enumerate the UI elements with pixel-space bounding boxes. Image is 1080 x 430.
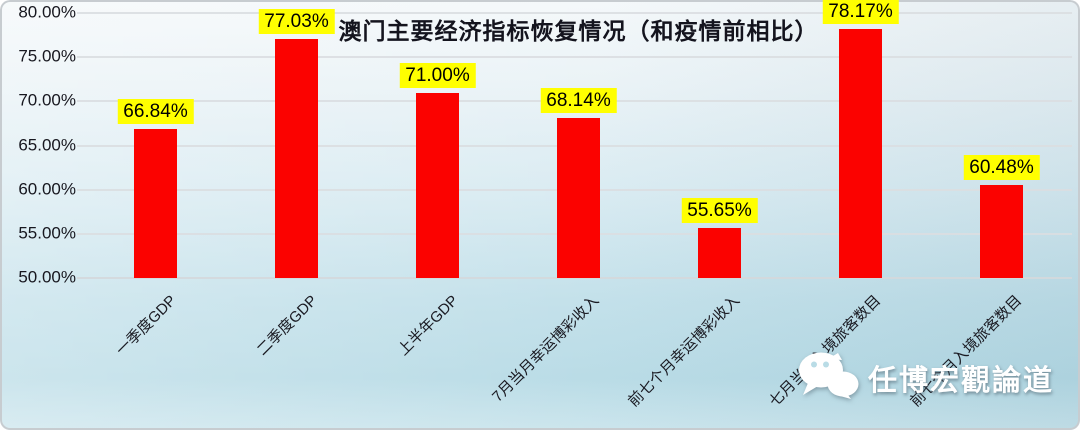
x-tick-label-text: 上半年GDP xyxy=(394,292,462,359)
gridline xyxy=(77,56,1072,59)
y-tick-label: 65.00% xyxy=(18,135,76,155)
value-label: 77.03% xyxy=(258,9,335,35)
bar-2 xyxy=(275,39,318,278)
y-tick-label: 80.00% xyxy=(18,2,76,22)
bar-3 xyxy=(416,92,459,278)
value-label: 71.00% xyxy=(399,62,476,88)
bar-1 xyxy=(134,129,177,278)
bar-7 xyxy=(980,185,1023,278)
value-label: 66.84% xyxy=(117,99,194,125)
bar-6 xyxy=(839,29,882,278)
gridline xyxy=(77,12,1072,14)
y-tick-label: 55.00% xyxy=(18,223,76,243)
y-tick-label: 75.00% xyxy=(18,46,76,66)
x-tick-label-text: 7月当月幸运博彩收入 xyxy=(489,292,603,406)
plot-area: 66.84% 一季度GDP 77.03% 二季度GDP 71.00% 上半年GDP 68.1… xyxy=(77,0,1072,410)
wechat-icon xyxy=(798,351,860,404)
value-label: 55.65% xyxy=(681,198,758,224)
value-label: 60.48% xyxy=(963,155,1040,181)
gridline xyxy=(77,277,1072,279)
x-tick-label-text: 二季度GDP xyxy=(253,292,321,359)
y-tick-label: 70.00% xyxy=(18,90,76,110)
chart-title: 澳门主要经济指标恢复情况（和疫情前相比） xyxy=(338,19,819,44)
watermark: 任博宏觀論道 xyxy=(798,351,1054,404)
x-tick-label-text: 前七个月幸运博彩收入 xyxy=(625,292,744,411)
value-label: 78.17% xyxy=(822,0,899,25)
bar-4 xyxy=(557,117,600,278)
y-tick-label: 50.00% xyxy=(18,267,76,287)
value-label: 68.14% xyxy=(540,87,617,113)
watermark-text: 任博宏觀論道 xyxy=(867,364,1054,397)
y-tick-label: 60.00% xyxy=(18,179,76,199)
bar-5 xyxy=(698,228,741,278)
y-axis: 50.00% 55.00% 60.00% 65.00% 70.00% 75.00% 80.0… xyxy=(0,3,76,287)
x-tick-label-text: 一季度GDP xyxy=(112,292,180,359)
